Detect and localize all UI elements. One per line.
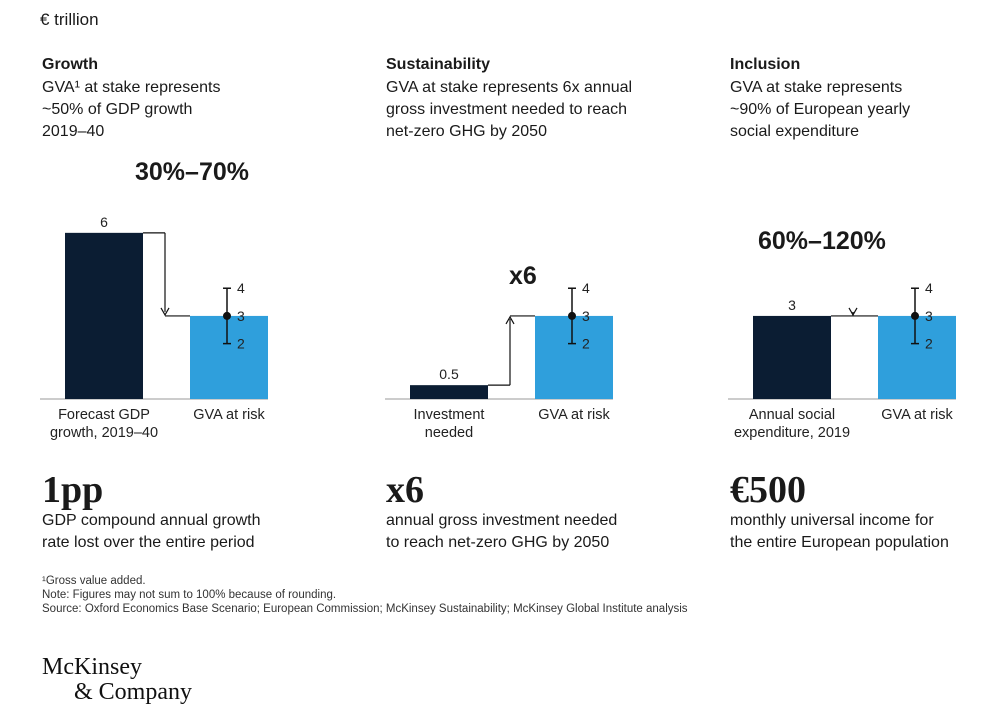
error-label-low: 2 [925, 336, 933, 352]
subtitle-line: 2019–40 [42, 123, 105, 140]
logo-line: McKinsey [42, 654, 142, 680]
bar [878, 315, 956, 399]
note: Note: Figures may not sum to 100% becaus… [42, 589, 337, 601]
subtitle-line: ~50% of GDP growth [42, 101, 193, 118]
error-label-mid: 3 [582, 308, 590, 324]
big-figure: 1pp [42, 469, 104, 511]
subtitle-line: GVA at stake represents [730, 79, 903, 96]
category-label: Forecast GDP [58, 407, 150, 423]
chart-inclusion: 3 Annual social expenditure, 2019 GVA at ri… [728, 280, 956, 441]
panel-subtitle: GVA at stake represents 6x annual gross … [386, 77, 686, 143]
bar [65, 232, 143, 399]
bar [190, 315, 268, 399]
category-label: GVA at risk [538, 407, 610, 423]
panel-title: Growth [42, 56, 98, 73]
panel-subtitle: GVA¹ at stake represents ~50% of GDP gro… [42, 77, 342, 143]
unit-label: € trillion [40, 10, 99, 29]
value-label: 6 [100, 214, 108, 230]
error-point [568, 311, 576, 320]
category-label: needed [425, 425, 473, 441]
panel-title: Sustainability [386, 56, 491, 73]
footnotes: ¹Gross value added. Note: Figures may no… [42, 574, 688, 616]
mckinsey-logo: McKinsey & Company [42, 655, 192, 705]
big-figure-desc: GDP compound annual growth rate lost ove… [42, 510, 342, 554]
desc-line: GDP compound annual growth [42, 512, 261, 529]
value-label: 0.5 [439, 366, 459, 382]
error-label-low: 2 [237, 336, 245, 352]
error-label-high: 4 [925, 280, 933, 296]
big-figure-desc: annual gross investment needed to reach … [386, 510, 686, 554]
subtitle-line: GVA¹ at stake represents [42, 79, 221, 96]
desc-line: monthly universal income for [730, 512, 934, 529]
category-label: growth, 2019–40 [50, 425, 158, 441]
category-label: Investment [414, 407, 485, 423]
big-figure: €500 [730, 469, 806, 511]
error-label-mid: 3 [237, 308, 245, 324]
subtitle-line: social expenditure [730, 123, 859, 140]
desc-line: annual gross investment needed [386, 512, 618, 529]
range-label: 30%–70% [135, 158, 249, 186]
bar [535, 315, 613, 399]
error-label-high: 4 [582, 280, 590, 296]
category-label: GVA at risk [193, 407, 265, 423]
arrow-head [505, 315, 515, 325]
error-label-high: 4 [237, 280, 245, 296]
subtitle-line: net-zero GHG by 2050 [386, 123, 547, 140]
error-point [911, 311, 919, 320]
range-label: x6 [509, 262, 537, 290]
panel-sustainability: Sustainability GVA at stake represents 6… [386, 55, 686, 143]
range-label: 60%–120% [758, 227, 886, 255]
panel-title: Inclusion [730, 56, 801, 73]
panel-growth: Growth GVA¹ at stake represents ~50% of … [42, 55, 342, 143]
subtitle-line: GVA at stake represents 6x annual [386, 79, 633, 96]
error-label-mid: 3 [925, 308, 933, 324]
bar [753, 315, 831, 399]
category-label: Annual social [749, 407, 835, 423]
arrow-head [848, 307, 858, 317]
source: Source: Oxford Economics Base Scenario; … [42, 603, 688, 615]
chart-growth: 6 Forecast GDP growth, 2019–40 GVA at risk 4… [40, 214, 268, 441]
desc-line: the entire European population [730, 534, 949, 551]
big-figure: x6 [386, 469, 424, 511]
category-label: GVA at risk [881, 407, 953, 423]
bar [410, 385, 488, 399]
chart-sustainability: 0.5 Investment needed GVA at risk 4 3 2 [385, 280, 613, 441]
value-label: 3 [788, 297, 796, 313]
arrow-head [160, 307, 170, 317]
error-label-low: 2 [582, 336, 590, 352]
subtitle-line: ~90% of European yearly [730, 101, 911, 118]
panel-inclusion: Inclusion GVA at stake represents ~90% o… [730, 55, 1004, 143]
panel-subtitle: GVA at stake represents ~90% of European… [730, 77, 1004, 143]
logo-line: & Company [74, 679, 192, 705]
big-figure-desc: monthly universal income for the entire … [730, 510, 1004, 554]
category-label: expenditure, 2019 [734, 425, 850, 441]
footnote: ¹Gross value added. [42, 575, 146, 587]
desc-line: to reach net-zero GHG by 2050 [386, 534, 610, 551]
desc-line: rate lost over the entire period [42, 534, 255, 551]
error-point [223, 311, 231, 320]
subtitle-line: gross investment needed to reach [386, 101, 628, 118]
